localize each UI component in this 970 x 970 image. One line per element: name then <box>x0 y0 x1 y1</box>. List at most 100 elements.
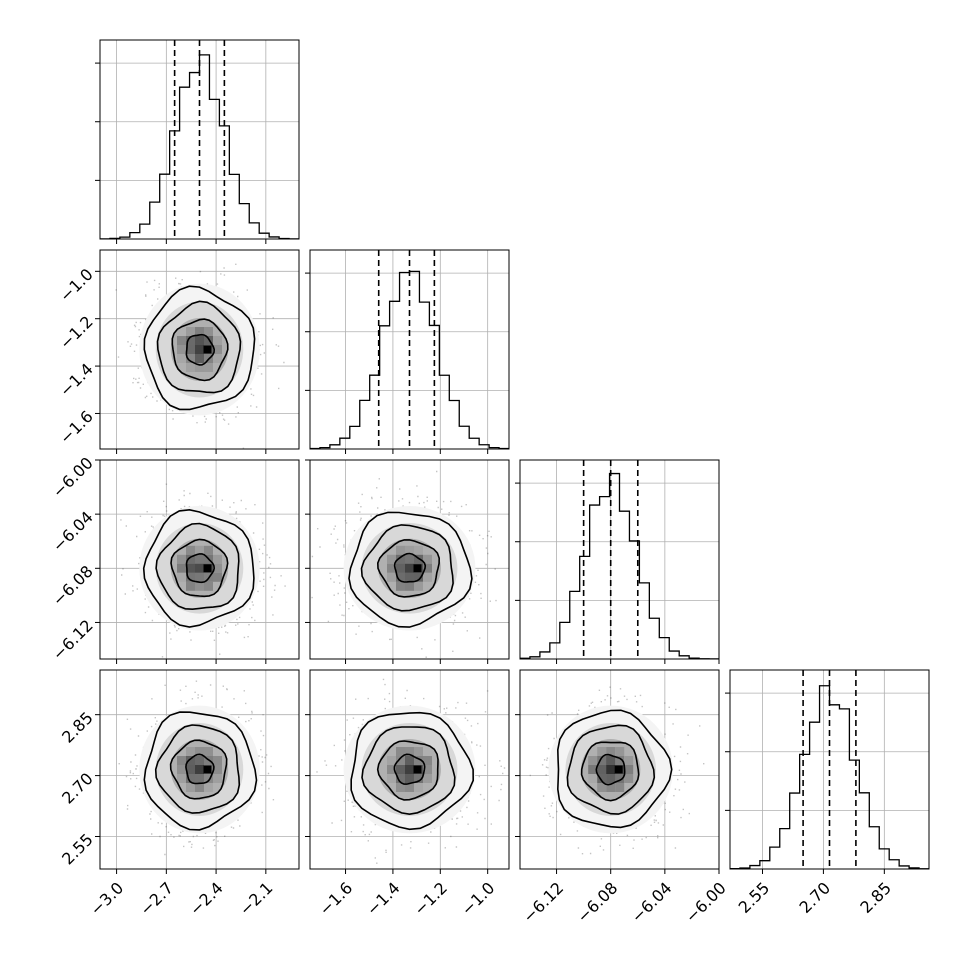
panel-content <box>520 460 719 659</box>
density-cell <box>396 581 405 591</box>
density-cell <box>177 554 186 564</box>
density-peak <box>203 765 212 774</box>
density-panel-2-1 <box>305 459 510 664</box>
density-cell <box>414 747 423 756</box>
density-cell <box>597 756 607 765</box>
density-cell <box>423 572 432 582</box>
x-tick-label: −3.0 <box>86 878 127 919</box>
panel-frame <box>309 249 510 450</box>
density-cell <box>177 765 186 774</box>
density-cell <box>186 336 195 345</box>
x-tick-label: −6.12 <box>519 878 567 926</box>
density-cell <box>405 572 414 582</box>
density-cell <box>624 756 634 765</box>
density-cell <box>195 747 204 756</box>
contour-line <box>556 709 673 829</box>
density-cell <box>195 563 204 573</box>
density-cell <box>186 747 195 756</box>
density-cell <box>204 363 213 372</box>
density-cell <box>396 747 405 756</box>
density-cell <box>588 756 598 765</box>
contour-line <box>393 552 427 583</box>
density-cell <box>615 756 625 765</box>
density-cell <box>396 572 405 582</box>
x-tick-label: −6.04 <box>627 878 675 926</box>
panel-content <box>100 460 299 659</box>
panel-frame <box>519 669 720 870</box>
density-cell <box>615 774 625 783</box>
density-cell <box>396 554 405 564</box>
density-cell <box>597 783 607 792</box>
panel-frame <box>309 459 510 660</box>
y-tick-label: 2.55 <box>58 830 97 869</box>
y-tick-label: 2.85 <box>58 708 97 747</box>
contour-line <box>360 524 454 612</box>
panel-content <box>100 250 299 449</box>
density-cell <box>624 765 634 774</box>
density-cell <box>423 563 432 573</box>
density-cell <box>186 327 195 336</box>
contour-line <box>143 285 256 411</box>
x-tick-label: −2.7 <box>136 878 177 919</box>
contour-line <box>171 318 229 382</box>
density-cell <box>195 756 204 765</box>
density-cell <box>423 774 432 783</box>
density-peak <box>203 345 212 354</box>
density-cell <box>186 563 195 573</box>
density-cell <box>186 572 195 582</box>
density-cell <box>195 545 204 555</box>
density-cell <box>195 363 204 372</box>
density-cell <box>186 756 195 765</box>
density-cell <box>213 354 222 363</box>
density-panel-3-2: −6.12 −6.08 −6.04 −6.00 <box>515 669 730 926</box>
contour-line <box>156 300 242 394</box>
panel-content <box>730 670 929 869</box>
contour-line <box>350 711 475 831</box>
density-cell <box>186 554 195 564</box>
density-cell <box>405 765 414 774</box>
density-cell <box>195 581 204 591</box>
density-cell <box>396 756 405 765</box>
contour-line <box>566 724 656 815</box>
density-cell <box>423 765 432 774</box>
panel-frame <box>519 459 720 660</box>
density-cell <box>204 327 213 336</box>
panel-frame <box>99 249 300 450</box>
density-cell <box>186 774 195 783</box>
density-cell <box>405 554 414 564</box>
density-cell <box>204 336 213 345</box>
x-tick-label: −6.00 <box>682 878 730 926</box>
contour-line <box>580 741 640 802</box>
density-cell <box>414 581 423 591</box>
y-tick-label: −1.2 <box>56 312 97 353</box>
density-cell <box>387 765 396 774</box>
density-cell <box>195 765 204 774</box>
panel-content <box>100 670 299 869</box>
density-cell <box>186 345 195 354</box>
panel-frame <box>99 39 300 240</box>
density-cell <box>588 765 598 774</box>
density-cell <box>177 774 186 783</box>
density-cell <box>405 581 414 591</box>
x-tick-label: −1.2 <box>410 878 451 919</box>
panel-content <box>520 670 719 869</box>
density-cell <box>606 774 616 783</box>
density-cell <box>606 765 616 774</box>
density-panel-1-0: −1.6 −1.4 −1.2 −1.0 <box>56 249 300 454</box>
density-cell <box>387 572 396 582</box>
contour-line <box>595 753 626 786</box>
density-cell <box>396 765 405 774</box>
histogram-line <box>520 472 719 659</box>
density-cell <box>396 563 405 573</box>
histogram-panel-3: 2.55 2.70 2.85 <box>725 669 930 917</box>
density-cell <box>213 563 222 573</box>
density-cell <box>387 563 396 573</box>
y-tick-label: −6.04 <box>49 508 97 556</box>
contour-line <box>170 538 229 598</box>
density-cell <box>213 572 222 582</box>
density-cell <box>177 336 186 345</box>
histogram-panel-2 <box>515 459 720 664</box>
density-cell <box>414 783 423 792</box>
density-cell <box>213 336 222 345</box>
density-cell <box>396 774 405 783</box>
